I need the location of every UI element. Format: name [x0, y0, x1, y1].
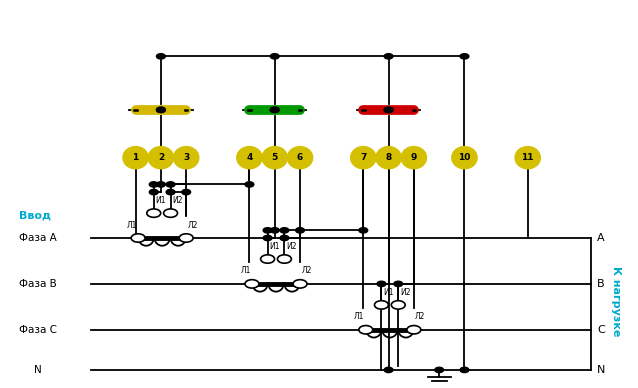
- Text: К нагрузке: К нагрузке: [611, 266, 621, 336]
- Text: N: N: [34, 365, 42, 375]
- Text: 2: 2: [158, 153, 164, 162]
- Text: Ввод: Ввод: [19, 210, 50, 220]
- Ellipse shape: [262, 147, 287, 169]
- Text: Фаза С: Фаза С: [19, 325, 57, 335]
- Circle shape: [156, 107, 165, 113]
- Circle shape: [263, 228, 272, 233]
- Circle shape: [359, 228, 367, 233]
- Circle shape: [131, 234, 145, 242]
- Text: 8: 8: [385, 153, 392, 162]
- Circle shape: [280, 235, 289, 241]
- Text: 10: 10: [458, 153, 471, 162]
- Text: N: N: [597, 365, 605, 375]
- Circle shape: [293, 280, 307, 288]
- Circle shape: [460, 367, 469, 372]
- Circle shape: [377, 281, 386, 287]
- Circle shape: [271, 228, 279, 233]
- Text: А: А: [597, 233, 605, 243]
- Text: 3: 3: [183, 153, 189, 162]
- Circle shape: [263, 235, 272, 241]
- Ellipse shape: [237, 147, 262, 169]
- Circle shape: [271, 107, 279, 113]
- Text: Л2: Л2: [188, 220, 198, 230]
- Circle shape: [149, 189, 158, 195]
- Text: Л1: Л1: [241, 267, 251, 275]
- Circle shape: [407, 326, 421, 334]
- Text: И2: И2: [400, 288, 411, 297]
- Circle shape: [460, 54, 469, 59]
- Text: 7: 7: [360, 153, 366, 162]
- Text: Фаза А: Фаза А: [19, 233, 56, 243]
- Ellipse shape: [123, 147, 148, 169]
- Ellipse shape: [174, 147, 199, 169]
- Text: И1: И1: [383, 288, 394, 297]
- Circle shape: [156, 107, 165, 113]
- Circle shape: [384, 367, 393, 372]
- Circle shape: [245, 280, 259, 288]
- Text: 4: 4: [246, 153, 253, 162]
- Text: 11: 11: [521, 153, 534, 162]
- Text: В: В: [597, 279, 605, 289]
- Circle shape: [271, 107, 279, 113]
- Circle shape: [179, 234, 193, 242]
- Circle shape: [375, 301, 389, 309]
- Text: И1: И1: [156, 196, 166, 206]
- Circle shape: [384, 107, 393, 113]
- Text: 9: 9: [411, 153, 417, 162]
- Circle shape: [391, 301, 405, 309]
- Text: Фаза В: Фаза В: [19, 279, 56, 289]
- Ellipse shape: [351, 147, 376, 169]
- Circle shape: [280, 228, 289, 233]
- Circle shape: [182, 189, 191, 195]
- Circle shape: [384, 107, 393, 113]
- Circle shape: [147, 209, 161, 217]
- Circle shape: [434, 367, 443, 372]
- Circle shape: [261, 255, 274, 263]
- Ellipse shape: [376, 147, 401, 169]
- Circle shape: [149, 182, 158, 187]
- Ellipse shape: [515, 147, 540, 169]
- Circle shape: [384, 54, 393, 59]
- Text: 1: 1: [133, 153, 138, 162]
- Text: И2: И2: [286, 242, 297, 251]
- Ellipse shape: [287, 147, 313, 169]
- Text: 5: 5: [272, 153, 278, 162]
- Ellipse shape: [401, 147, 427, 169]
- Text: И2: И2: [172, 196, 183, 206]
- Text: С: С: [597, 325, 605, 335]
- Text: Л1: Л1: [126, 220, 137, 230]
- Ellipse shape: [452, 147, 477, 169]
- Text: 6: 6: [297, 153, 303, 162]
- Text: И1: И1: [269, 242, 280, 251]
- Circle shape: [245, 182, 254, 187]
- Circle shape: [394, 281, 403, 287]
- Circle shape: [156, 54, 165, 59]
- Text: Л2: Л2: [415, 312, 426, 321]
- Circle shape: [278, 255, 292, 263]
- Circle shape: [359, 326, 373, 334]
- Text: Л1: Л1: [354, 312, 364, 321]
- Circle shape: [295, 228, 304, 233]
- Circle shape: [166, 189, 175, 195]
- Circle shape: [156, 182, 165, 187]
- Circle shape: [163, 209, 177, 217]
- Ellipse shape: [148, 147, 174, 169]
- Text: Л2: Л2: [301, 267, 312, 275]
- Circle shape: [166, 182, 175, 187]
- Circle shape: [271, 54, 279, 59]
